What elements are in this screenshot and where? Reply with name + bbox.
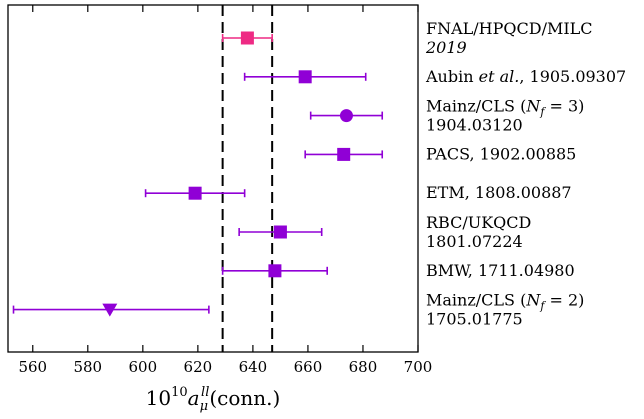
data-entry (221, 31, 273, 45)
data-point-square (337, 147, 351, 161)
x-tick-label: 580 (73, 358, 102, 376)
data-point-square (273, 225, 287, 239)
data-entry (238, 225, 323, 239)
entry-label: ETM, 1808.00887 (426, 183, 572, 202)
data-entry (243, 70, 367, 84)
data-entry (12, 303, 210, 317)
data-point-triangle (102, 303, 118, 317)
entry-label: PACS, 1902.00885 (426, 144, 576, 163)
data-point-circle (339, 109, 353, 123)
x-tick-label: 680 (349, 358, 378, 376)
data-entry (304, 147, 384, 161)
entry-label: FNAL/HPQCD/MILC (426, 19, 593, 38)
entry-label: 1801.07224 (426, 232, 523, 251)
x-tick-label: 560 (18, 358, 47, 376)
x-tick-label: 620 (184, 358, 213, 376)
x-axis-label: 1010aμll(conn.) (146, 385, 281, 414)
entry-label: RBC/UKQCD (426, 213, 531, 232)
entry-label: BMW, 1711.04980 (426, 261, 575, 280)
data-point-square (298, 70, 312, 84)
entry-label: Aubin et al., 1905.09307 (425, 67, 626, 86)
x-tick-label: 640 (239, 358, 268, 376)
data-point-square (188, 186, 202, 200)
entry-label: 2019 (425, 38, 467, 57)
plot-frame (7, 4, 419, 353)
data-point-square (268, 264, 282, 278)
x-tick-label: 600 (129, 358, 158, 376)
data-point-square (240, 31, 254, 45)
entry-label: Mainz/CLS (Nf = 3) (426, 97, 584, 119)
data-entry (221, 264, 328, 278)
data-entry (309, 109, 384, 123)
entry-label: 1705.01775 (426, 310, 523, 329)
x-tick-label: 700 (404, 358, 433, 376)
entry-label: Mainz/CLS (Nf = 2) (426, 291, 584, 313)
data-entry (144, 186, 246, 200)
x-tick-label: 660 (294, 358, 323, 376)
entry-label: 1904.03120 (426, 116, 523, 135)
